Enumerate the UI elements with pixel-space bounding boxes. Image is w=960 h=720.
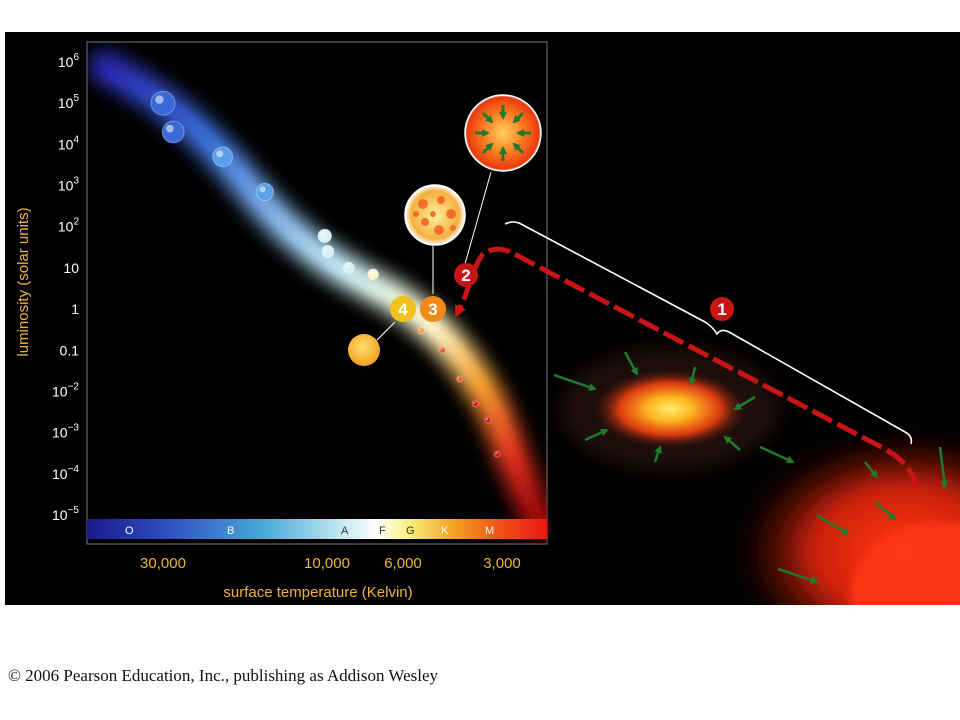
copyright-notice: © 2006 Pearson Education, Inc., publishi…	[8, 666, 439, 685]
star-highlight	[486, 418, 489, 421]
y-tick-label: 1	[71, 301, 79, 317]
sun-star	[348, 321, 396, 366]
class-B: B	[227, 525, 234, 537]
x-axis-ticks: 30,000 10,000 6,000 3,000	[140, 555, 521, 572]
spectral-class-bar: O B A F G K M	[87, 519, 547, 539]
star-point	[342, 261, 355, 274]
svg-text:2: 2	[461, 266, 470, 285]
star-point	[255, 182, 275, 201]
star-point	[471, 400, 479, 408]
svg-text:3: 3	[428, 300, 437, 319]
hr-diagram: O B A F G K M 1061051041031021010.110−21…	[15, 41, 960, 605]
star-point	[484, 416, 492, 424]
star-point	[161, 120, 185, 144]
star-highlight	[345, 264, 349, 269]
x-tick-3000: 3,000	[483, 555, 521, 572]
star-highlight	[320, 231, 326, 237]
star-point	[367, 268, 380, 281]
class-M: M	[485, 525, 494, 537]
protostar-inset	[464, 94, 542, 265]
stage-3-badge: 3	[420, 296, 446, 322]
star-highlight	[155, 95, 164, 104]
star-highlight	[259, 186, 266, 193]
y-tick-label: 104	[58, 134, 80, 152]
contraction-arrows	[553, 351, 949, 584]
star-highlight	[473, 402, 476, 404]
y-tick-label: 105	[58, 93, 80, 111]
star-highlight	[369, 270, 374, 275]
main-sequence-stars	[150, 90, 501, 458]
x-tick-30000: 30,000	[140, 555, 186, 572]
y-tick-label: 106	[58, 52, 80, 70]
class-O: O	[125, 525, 134, 537]
x-tick-10000: 10,000	[304, 555, 350, 572]
y-tick-label: 10	[63, 260, 79, 276]
y-axis-title: luminosity (solar units)	[15, 207, 32, 356]
y-tick-label: 10−2	[52, 381, 79, 399]
class-F: F	[379, 525, 386, 537]
y-tick-label: 102	[58, 217, 80, 235]
star-point	[493, 450, 501, 458]
x-axis-title: surface temperature (Kelvin)	[223, 584, 412, 601]
star-highlight	[457, 377, 460, 380]
class-A: A	[341, 525, 349, 537]
star-point	[438, 346, 446, 354]
star-highlight	[440, 348, 443, 351]
x-tick-6000: 6,000	[384, 555, 422, 572]
star-highlight	[495, 452, 498, 455]
y-tick-label: 0.1	[60, 342, 80, 358]
star-point	[317, 228, 333, 244]
star-point	[456, 375, 464, 383]
star-highlight	[166, 124, 174, 133]
stage-1-bracket	[504, 221, 913, 445]
protostellar-disk	[560, 347, 780, 471]
star-point	[321, 244, 335, 259]
star-point	[417, 326, 425, 335]
evolutionary-track	[454, 246, 920, 489]
class-K: K	[441, 525, 449, 537]
star-highlight	[419, 328, 422, 331]
class-G: G	[406, 525, 415, 537]
star-point	[150, 90, 176, 116]
y-tick-label: 10−4	[52, 464, 79, 482]
y-tick-label: 103	[58, 176, 80, 194]
diagram-stage: O B A F G K M 106 105 104 103 102 10 1 0.1 10−2 1…	[5, 32, 960, 605]
y-tick-label: 10−5	[52, 505, 79, 523]
convective-star-inset	[404, 184, 466, 294]
stage-4-badge: 4	[390, 296, 416, 322]
star-point	[212, 146, 234, 168]
molecular-cloud	[735, 432, 960, 605]
y-tick-label: 10−3	[52, 423, 79, 441]
main-sequence-band	[88, 50, 547, 539]
star-highlight	[323, 247, 328, 252]
svg-text:4: 4	[398, 300, 408, 319]
stage-1-badge: 1	[710, 297, 734, 321]
svg-text:1: 1	[717, 300, 726, 319]
star-highlight	[216, 150, 224, 158]
stage-2-badge: 2	[454, 263, 478, 287]
